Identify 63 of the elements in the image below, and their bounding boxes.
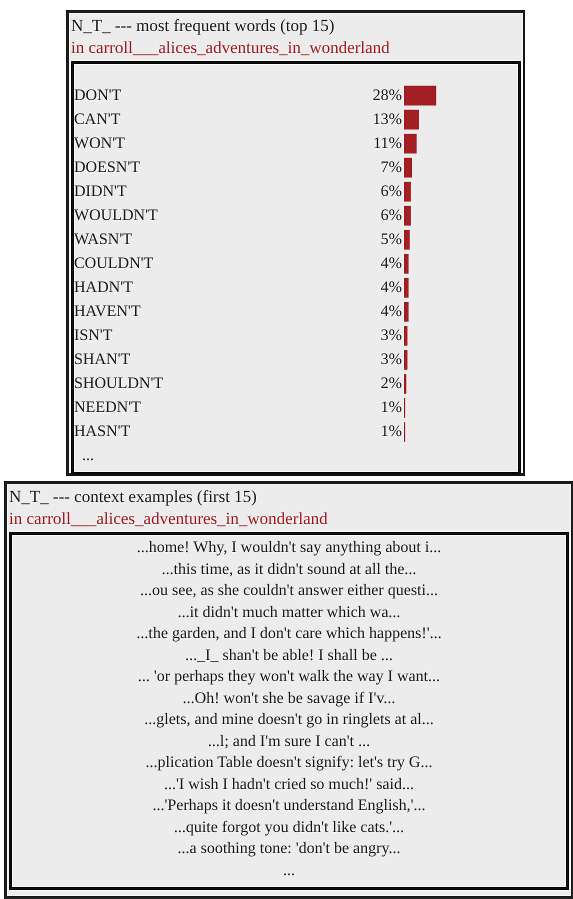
y-tick-label: SHAN'T	[74, 351, 130, 368]
text: ...this time, as it didn't sound at all the...	[160, 560, 418, 580]
bar	[404, 134, 417, 154]
data-label: 11%	[373, 134, 402, 152]
data-label: 5%	[380, 230, 402, 248]
text: ...glets, and mine doesn't go in ringlets at al...	[143, 710, 435, 730]
text: ...	[282, 860, 296, 880]
data-label: 4%	[380, 255, 402, 272]
y-tick-label: SHOULDN'T	[74, 375, 164, 392]
y-tick-label: DIDN'T	[74, 182, 127, 200]
y-tick-label: DON'T	[74, 86, 122, 104]
y-tick-label: DOESN'T	[74, 158, 140, 176]
text: ... 'or perhaps they won't walk the way I want...	[136, 667, 442, 687]
data-label: 7%	[380, 158, 402, 176]
text: ...'I wish I hadn't cried so much!' said...	[163, 774, 415, 794]
y-tick-label: WASN'T	[74, 230, 132, 248]
data-label: 6%	[380, 182, 402, 200]
text: ...it didn't much matter which wa...	[176, 602, 402, 622]
data-label: 4%	[380, 303, 402, 320]
data-label: 4%	[380, 279, 402, 296]
bar	[404, 110, 419, 130]
text: ..._I_ shan't be able! I shall be ...	[184, 646, 394, 666]
text: ...	[82, 447, 94, 464]
y-tick-label: WON'T	[74, 134, 126, 152]
text: ...ou see, as she couldn't answer either questi...	[139, 581, 439, 601]
bar	[404, 86, 436, 106]
text: in carroll___alices_adventures_in_wonderland	[71, 37, 391, 59]
data-label: 3%	[380, 327, 402, 344]
data-label: 3%	[380, 351, 402, 368]
data-label: 1%	[380, 399, 402, 416]
bar	[404, 350, 408, 370]
bar	[404, 302, 409, 322]
bar	[404, 230, 410, 250]
y-tick-label: CAN'T	[74, 110, 121, 128]
data-label: 6%	[380, 206, 402, 224]
text: N_T_ --- most frequent words (top 15)	[71, 15, 336, 37]
text: N_T_ --- context examples (first 15)	[9, 486, 258, 508]
y-tick-label: NEEDN'T	[74, 399, 142, 416]
y-tick-label: HADN'T	[74, 279, 134, 296]
bar	[404, 206, 411, 226]
bar	[404, 278, 409, 298]
data-label: 2%	[380, 375, 402, 392]
text: ...'Perhaps it doesn't understand English,'...	[151, 796, 427, 816]
y-tick-label: COULDN'T	[74, 255, 154, 272]
text: ...Oh! won't she be savage if I'v...	[182, 688, 396, 708]
bar	[404, 158, 412, 178]
data-label: 13%	[372, 110, 402, 128]
text: ...quite forgot you didn't like cats.'...	[172, 818, 406, 838]
y-tick-label: WOULDN'T	[74, 206, 158, 224]
text: ...home! Why, I wouldn't say anything about i...	[136, 538, 442, 558]
data-label: 28%	[372, 86, 402, 104]
bar	[404, 182, 411, 202]
y-tick-label: HASN'T	[74, 423, 130, 440]
text: ...the garden, and I don't care which happens!'...	[135, 624, 443, 644]
bar	[404, 254, 409, 274]
bar	[404, 326, 408, 346]
text: in carroll___alices_adventures_in_wonderland	[9, 508, 329, 530]
data-label: 1%	[380, 423, 402, 440]
text: ...l; and I'm sure I can't ...	[206, 732, 372, 752]
y-tick-label: HAVEN'T	[74, 303, 141, 320]
y-tick-label: ISN'T	[74, 327, 113, 344]
text: ...plication Table doesn't signify: let's try G...	[144, 753, 434, 773]
text: ...a soothing tone: 'don't be angry...	[176, 839, 402, 859]
